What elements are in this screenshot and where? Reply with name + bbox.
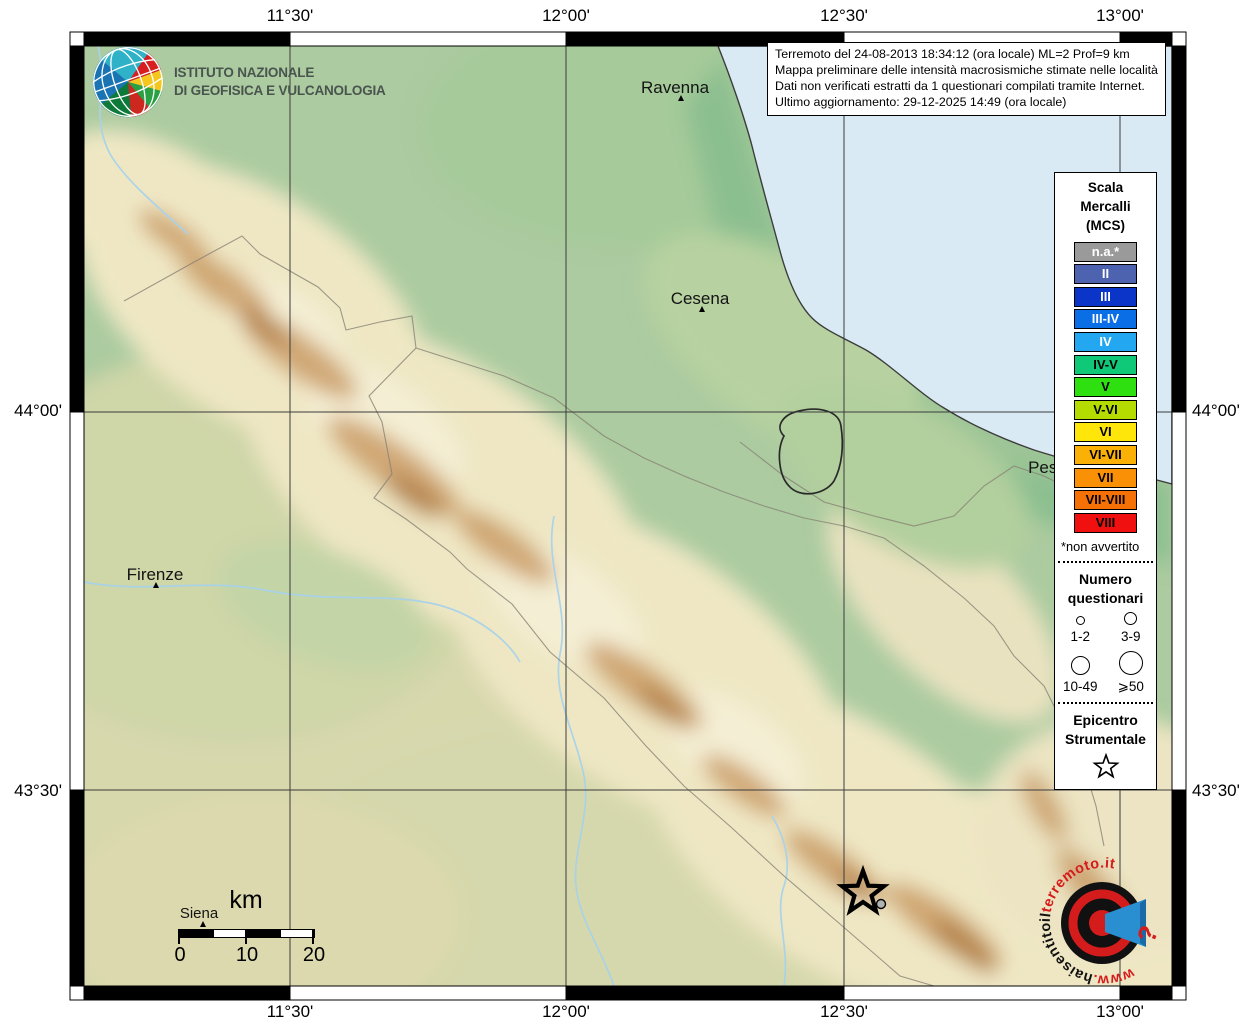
mcs-level-2: II xyxy=(1074,264,1137,285)
questionnaires-title: Numero xyxy=(1079,570,1132,587)
mcs-level-3: III xyxy=(1074,286,1137,307)
ingv-globe-icon xyxy=(92,46,164,118)
mcs-level-5: V xyxy=(1074,377,1137,398)
lon-label-top: 11°30' xyxy=(266,6,314,25)
lat-label-right: 43°30' xyxy=(1192,781,1240,800)
lon-label-top: 12°30' xyxy=(820,6,868,25)
mcs-level-6: VI xyxy=(1074,422,1137,443)
epicenter-star-marker xyxy=(836,864,890,916)
legend-divider xyxy=(1058,701,1153,704)
event-info-box: Terremoto del 24-08-2013 18:34:12 (ora l… xyxy=(767,42,1166,116)
mcs-level-8: VIII xyxy=(1074,512,1137,533)
questionnaire-locality-point xyxy=(875,898,887,910)
mcs-level-6-7: VI-VII xyxy=(1074,444,1137,465)
scale-bar xyxy=(179,929,315,938)
city-marker-ravenna xyxy=(678,95,684,101)
lat-label-right: 44°00' xyxy=(1192,401,1240,420)
lon-label-top: 12°00' xyxy=(542,6,590,25)
city-label-ravenna: Ravenna xyxy=(640,78,710,97)
legend-panel: Scala Mercalli (MCS) n.a.* II III III-IV… xyxy=(1054,172,1157,790)
haisentitoilterremoto-logo: ? www.haisentitoilterremoto.it xyxy=(1038,856,1165,988)
size-circle-medium-icon xyxy=(1124,611,1138,625)
ingv-logo: ISTITUTO NAZIONALE DI GEOFISICA E VULCAN… xyxy=(90,44,386,120)
mcs-level-4-5: IV-V xyxy=(1074,354,1137,375)
mcs-level-na: n.a.* xyxy=(1074,241,1137,262)
scale-number: 20 xyxy=(302,944,326,966)
city-label-siena: Siena xyxy=(179,905,219,922)
epicenter-title: Epicentro xyxy=(1073,711,1138,728)
event-info-line2: Mappa preliminare delle intensità macros… xyxy=(775,63,1158,78)
scale-number: 10 xyxy=(235,944,259,966)
size-circle-small-icon xyxy=(1075,615,1085,625)
lon-label-bottom: 11°30' xyxy=(266,1002,314,1021)
epicenter-title: Strumentale xyxy=(1065,730,1146,747)
scale-number: 0 xyxy=(174,944,186,966)
city-label-firenze: Firenze xyxy=(126,565,184,584)
scale-tick xyxy=(245,929,247,944)
questionnaires-title: questionari xyxy=(1067,589,1144,606)
event-info-line4: Ultimo aggiornamento: 29-12-2025 14:49 (… xyxy=(775,95,1067,110)
lon-label-bottom: 13°00' xyxy=(1096,1002,1144,1021)
lat-label-left: 44°00' xyxy=(14,401,62,420)
epicenter-star-icon xyxy=(1091,752,1120,779)
lon-label-bottom: 12°30' xyxy=(820,1002,868,1021)
scale-tick xyxy=(312,929,314,944)
lat-label-left: 43°30' xyxy=(14,781,62,800)
legend-footnote: *non avvertito xyxy=(1061,538,1140,554)
scale-bar-unit: km xyxy=(229,886,263,914)
lon-label-top: 13°00' xyxy=(1096,6,1144,25)
city-marker-firenze xyxy=(153,582,159,588)
mcs-level-7: VII xyxy=(1074,467,1137,488)
event-info-line3: Dati non verificati estratti da 1 questi… xyxy=(775,79,1145,94)
map-canvas xyxy=(84,46,1172,986)
questionnaire-sizes: 1-2 3-9 10-49 ⩾50 xyxy=(1055,611,1156,695)
ingv-name-line1: ISTITUTO NAZIONALE xyxy=(174,64,315,80)
legend-title: Scala xyxy=(1087,180,1124,195)
mcs-level-7-8: VII-VIII xyxy=(1074,490,1137,511)
city-marker-cesena xyxy=(699,306,705,312)
scale-tick xyxy=(178,929,180,944)
logo-beam xyxy=(1105,899,1146,947)
mcs-level-4: IV xyxy=(1074,331,1137,352)
size-circle-large-icon xyxy=(1070,655,1090,675)
size-circle-xlarge-icon xyxy=(1118,650,1143,675)
legend-divider xyxy=(1058,560,1153,563)
city-marker-siena xyxy=(200,921,206,927)
lon-label-bottom: 12°00' xyxy=(542,1002,590,1021)
terrain-graphic xyxy=(84,46,1172,986)
mcs-level-5-6: V-VI xyxy=(1074,399,1137,420)
mcs-level-3-4: III-IV xyxy=(1074,309,1137,330)
legend-title: (MCS) xyxy=(1086,218,1125,233)
legend-title: Mercalli xyxy=(1080,199,1131,214)
event-info-line1: Terremoto del 24-08-2013 18:34:12 (ora l… xyxy=(775,47,1130,61)
city-label-cesena: Cesena xyxy=(670,289,730,308)
ingv-name-line2: DI GEOFISICA E VULCANOLOGIA xyxy=(174,83,386,98)
